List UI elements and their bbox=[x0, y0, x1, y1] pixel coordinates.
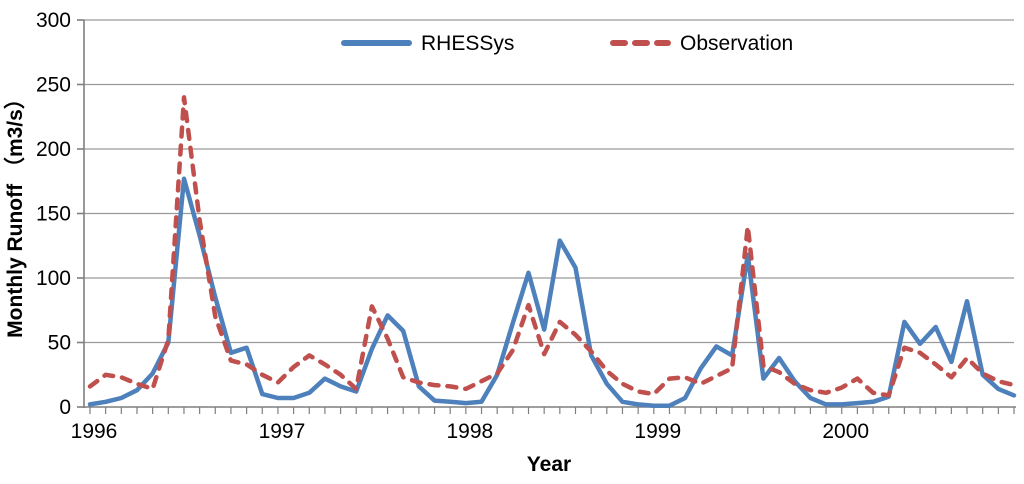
series-line-observation bbox=[87, 95, 1017, 398]
legend-label-observation: Observation bbox=[680, 32, 793, 55]
y-tick-label: 0 bbox=[59, 396, 71, 419]
legend-item-rhessys[interactable]: RHESSys bbox=[341, 32, 514, 55]
x-axis-year-labels: 1996 1997 1998 1999 2000 bbox=[71, 420, 869, 443]
legend-label-rhessys: RHESSys bbox=[421, 32, 514, 55]
y-tick-label: 200 bbox=[36, 138, 71, 161]
data-series-lines bbox=[87, 95, 1017, 408]
x-year-label: 1998 bbox=[447, 420, 494, 443]
horizontal-gridlines bbox=[84, 19, 1014, 344]
y-tick-label: 100 bbox=[36, 267, 71, 290]
axes bbox=[77, 19, 1016, 414]
y-axis-title: Monthly Runoff （m3/s） bbox=[3, 88, 27, 338]
y-tick-label: 150 bbox=[36, 203, 71, 226]
y-axis-tick-labels: 0 50 100 150 200 250 300 bbox=[36, 9, 71, 419]
y-tick-label: 250 bbox=[36, 74, 71, 97]
chart-legend: RHESSys Observation bbox=[341, 32, 793, 55]
x-year-label: 2000 bbox=[822, 420, 869, 443]
x-year-label: 1997 bbox=[259, 420, 306, 443]
y-tick-label: 50 bbox=[48, 332, 71, 355]
series-line-rhessys bbox=[87, 176, 1017, 408]
x-year-label: 1996 bbox=[71, 420, 118, 443]
x-axis-title: Year bbox=[527, 453, 571, 476]
x-year-label: 1999 bbox=[634, 420, 681, 443]
y-tick-label: 300 bbox=[36, 9, 71, 32]
legend-item-observation[interactable]: Observation bbox=[610, 32, 793, 55]
